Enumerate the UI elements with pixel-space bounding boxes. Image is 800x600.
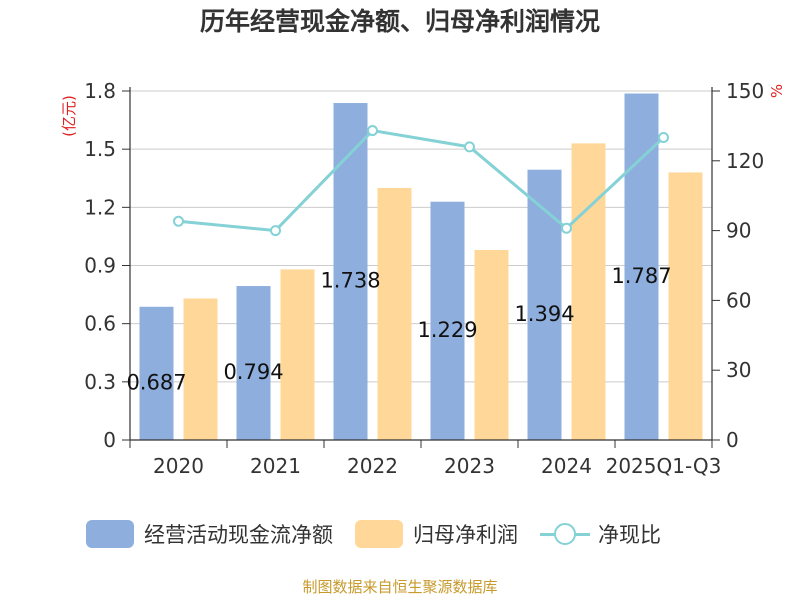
- legend-item-cash-ratio[interactable]: 净现比: [540, 519, 661, 549]
- bar-cashflow: [333, 103, 368, 440]
- y-right-tick-label: 60: [726, 288, 751, 312]
- bar-net-profit: [668, 172, 703, 440]
- point-cash-ratio: [270, 225, 281, 237]
- y-right-tick-label: 150: [726, 79, 764, 103]
- point-cash-ratio: [173, 215, 184, 227]
- point-cash-ratio: [561, 222, 572, 234]
- y-right-unit-label: %: [768, 84, 786, 98]
- bar-net-profit: [280, 269, 315, 440]
- chart-title: 历年经营现金净额、归母净利润情况: [199, 7, 600, 36]
- bar-cashflow: [236, 286, 271, 440]
- data-label-cashflow: 1.787: [611, 264, 671, 288]
- line-cash-ratio: [178, 128, 665, 233]
- legend-swatch-cashflow: [86, 520, 134, 548]
- data-label-cashflow: 0.794: [223, 360, 283, 384]
- bar-net-profit: [183, 298, 218, 440]
- bar-cashflow: [624, 93, 659, 440]
- bar-net-profit: [377, 187, 412, 440]
- y-left-tick-label: 0.9: [84, 254, 116, 278]
- data-label-cashflow: 1.394: [514, 302, 574, 326]
- data-label-cashflow: 1.229: [417, 318, 477, 342]
- point-cash-ratio: [464, 141, 475, 153]
- legend-swatch-net-profit: [355, 520, 403, 548]
- data-label-cashflow: 1.738: [320, 269, 380, 293]
- legend-label-net-profit: 归母净利润: [413, 523, 518, 547]
- legend-label-cashflow: 经营活动现金流净额: [144, 523, 333, 547]
- bar-cashflow: [527, 169, 562, 441]
- y-left-tick-label: 0.3: [84, 370, 116, 394]
- x-tick-label: 2025Q1-Q3: [606, 454, 722, 478]
- y-left-tick-label: 1.5: [84, 137, 116, 161]
- y-right-tick-label: 90: [726, 219, 751, 243]
- point-cash-ratio: [658, 132, 669, 144]
- y-right-tick-label: 30: [726, 358, 751, 382]
- legend-item-net-profit[interactable]: 归母净利润: [355, 519, 518, 549]
- y-right-tick-label: 0: [726, 428, 739, 452]
- legend-item-cashflow[interactable]: 经营活动现金流净额: [86, 519, 333, 549]
- bar-cashflow: [430, 201, 465, 440]
- chart-legend: 经营活动现金流净额 归母净利润 净现比: [86, 518, 683, 550]
- legend-swatch-cash-ratio: [540, 520, 590, 548]
- y-left-tick-label: 1.2: [84, 195, 116, 219]
- x-tick-label: 2021: [250, 454, 301, 478]
- bar-net-profit: [571, 143, 606, 440]
- bar-net-profit: [474, 249, 509, 440]
- x-tick-label: 2024: [541, 454, 592, 478]
- data-label-cashflow: 0.687: [126, 370, 186, 394]
- y-left-tick-label: 0.6: [84, 312, 116, 336]
- x-tick-label: 2020: [153, 454, 204, 478]
- x-tick-label: 2022: [347, 454, 398, 478]
- y-left-tick-label: 1.8: [84, 79, 116, 103]
- point-cash-ratio: [367, 125, 378, 137]
- legend-label-cash-ratio: 净现比: [598, 523, 661, 547]
- y-right-tick-label: 120: [726, 149, 764, 173]
- bar-cashflow: [139, 306, 174, 440]
- data-source-note: 制图数据来自恒生聚源数据库: [302, 578, 498, 596]
- y-left-unit-label: (亿元): [60, 95, 78, 137]
- y-left-tick-label: 0: [103, 428, 116, 452]
- x-tick-label: 2023: [444, 454, 495, 478]
